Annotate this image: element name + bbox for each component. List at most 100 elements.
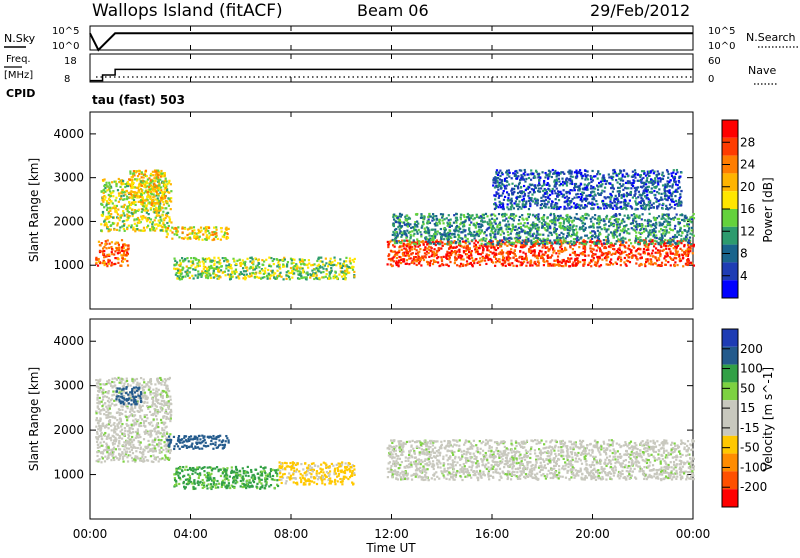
scatter-cell bbox=[294, 269, 296, 271]
scatter-cell bbox=[186, 234, 188, 236]
scatter-cell bbox=[131, 197, 133, 199]
scatter-cell bbox=[525, 265, 527, 267]
scatter-cell bbox=[108, 198, 110, 200]
scatter-cell bbox=[654, 252, 656, 254]
scatter-cell bbox=[102, 196, 104, 198]
scatter-cell bbox=[495, 229, 497, 231]
scatter-cell bbox=[152, 221, 154, 223]
scatter-cell bbox=[648, 219, 650, 221]
scatter-cell bbox=[189, 267, 191, 269]
scatter-cell bbox=[617, 221, 619, 223]
scatter-cell bbox=[403, 247, 405, 249]
scatter-cell bbox=[104, 196, 106, 198]
scatter-cell bbox=[524, 169, 526, 171]
scatter-cell bbox=[158, 207, 160, 209]
scatter-cell bbox=[490, 259, 492, 261]
scatter-cell bbox=[566, 200, 568, 202]
scatter-cell bbox=[290, 267, 292, 269]
scatter-cell bbox=[641, 240, 643, 242]
scatter-cell bbox=[555, 260, 557, 262]
scatter-cell bbox=[673, 219, 675, 221]
scatter-cell bbox=[154, 219, 156, 221]
scatter-cell bbox=[547, 216, 549, 218]
scatter-cell bbox=[570, 173, 572, 175]
scatter-cell bbox=[422, 223, 424, 225]
scatter-cell bbox=[474, 248, 476, 250]
scatter-cell bbox=[646, 179, 648, 181]
scatter-cell bbox=[666, 253, 668, 255]
scatter-cell bbox=[469, 224, 471, 226]
scatter-cell bbox=[511, 213, 513, 215]
scatter-cell bbox=[263, 276, 265, 278]
scatter-cell bbox=[495, 261, 497, 263]
scatter-cell bbox=[480, 238, 482, 240]
scatter-cell bbox=[336, 277, 338, 279]
scatter-cell bbox=[497, 229, 499, 231]
scatter-cell bbox=[473, 231, 475, 233]
scatter-cell bbox=[638, 243, 640, 245]
scatter-cell bbox=[161, 229, 163, 231]
scatter-cell bbox=[132, 227, 134, 229]
scatter-cell bbox=[632, 228, 634, 230]
scatter-cell bbox=[189, 271, 191, 273]
scatter-cell bbox=[525, 253, 527, 255]
scatter-cell bbox=[666, 190, 668, 192]
scatter-cell bbox=[205, 231, 207, 233]
scatter-cell bbox=[440, 228, 442, 230]
scatter-cell bbox=[131, 185, 133, 187]
scatter-cell bbox=[346, 268, 348, 270]
scatter-cell bbox=[291, 259, 293, 261]
scatter-cell bbox=[558, 252, 560, 254]
scatter-cell bbox=[158, 215, 160, 217]
scatter-cell bbox=[108, 202, 110, 204]
scatter-cell bbox=[129, 179, 131, 181]
scatter-cell bbox=[203, 263, 205, 265]
scatter-cell bbox=[104, 261, 106, 263]
scatter-cell bbox=[533, 233, 535, 235]
scatter-cell bbox=[654, 243, 656, 245]
scatter-cell bbox=[530, 241, 532, 243]
scatter-cell bbox=[527, 222, 529, 224]
scatter-cell bbox=[544, 251, 546, 253]
scatter-cell bbox=[346, 270, 348, 272]
scatter-cell bbox=[424, 246, 426, 248]
scatter-cell bbox=[565, 237, 567, 239]
scatter-cell bbox=[348, 272, 350, 274]
scatter-cell bbox=[229, 267, 231, 269]
scatter-cell bbox=[122, 180, 124, 182]
scatter-cell bbox=[499, 228, 501, 230]
scatter-cell bbox=[207, 230, 209, 232]
scatter-cell bbox=[584, 204, 586, 206]
scatter-cell bbox=[537, 260, 539, 262]
scatter-cell bbox=[227, 237, 229, 239]
scatter-cell bbox=[436, 222, 438, 224]
scatter-cell bbox=[434, 253, 436, 255]
scatter-cell bbox=[482, 257, 484, 259]
scatter-cell bbox=[469, 247, 471, 249]
scatter-cell bbox=[165, 200, 167, 202]
scatter-cell bbox=[580, 205, 582, 207]
scatter-cell bbox=[613, 224, 615, 226]
scatter-cell bbox=[551, 234, 553, 236]
scatter-cell bbox=[553, 213, 555, 215]
scatter-cell bbox=[529, 230, 531, 232]
scatter-cell bbox=[636, 228, 638, 230]
scatter-cell bbox=[583, 243, 585, 245]
scatter-cell bbox=[467, 238, 469, 240]
scatter-cell bbox=[666, 169, 668, 171]
scatter-cell bbox=[462, 265, 464, 267]
scatter-cell bbox=[441, 216, 443, 218]
scatter-cell bbox=[665, 256, 667, 258]
scatter-cell bbox=[129, 170, 131, 172]
scatter-cell bbox=[508, 223, 510, 225]
scatter-cell bbox=[112, 207, 114, 209]
scatter-cell bbox=[206, 258, 208, 260]
scatter-cell bbox=[659, 180, 661, 182]
scatter-cell bbox=[419, 248, 421, 250]
scatter-cell bbox=[511, 177, 513, 179]
scatter-cell bbox=[432, 263, 434, 265]
scatter-cell bbox=[292, 262, 294, 264]
scatter-cell bbox=[483, 237, 485, 239]
scatter-cell bbox=[502, 264, 504, 266]
scatter-cell bbox=[498, 195, 500, 197]
